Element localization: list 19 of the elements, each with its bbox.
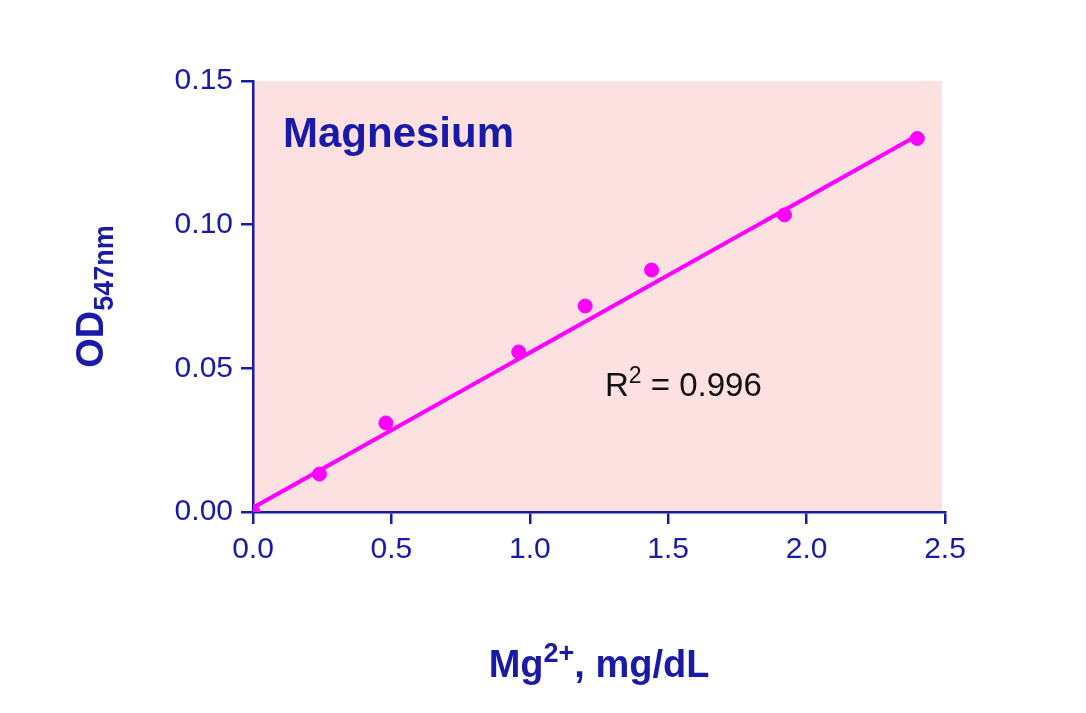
x-tick-label: 1.5 [647, 531, 690, 565]
x-tick-label: 1.0 [508, 531, 551, 565]
y-tick-label: 0.15 [174, 62, 233, 96]
point [378, 415, 394, 431]
text: Magnesium [283, 109, 515, 156]
x-tick-label: 0.0 [232, 531, 274, 565]
point [311, 466, 327, 482]
point [644, 262, 660, 278]
y-tick-label: 0.05 [174, 349, 233, 383]
y-tick-label: 0.10 [174, 205, 233, 239]
x-tick-label: 2.0 [785, 531, 828, 565]
point [909, 130, 925, 146]
y-axis-title: OD547nm [69, 225, 119, 368]
point [776, 207, 792, 223]
y-tick-label: 0.00 [174, 493, 233, 527]
point [511, 344, 527, 360]
x-tick-label: 2.5 [924, 531, 966, 565]
point [577, 298, 593, 314]
x-tick-label: 0.5 [370, 531, 413, 565]
